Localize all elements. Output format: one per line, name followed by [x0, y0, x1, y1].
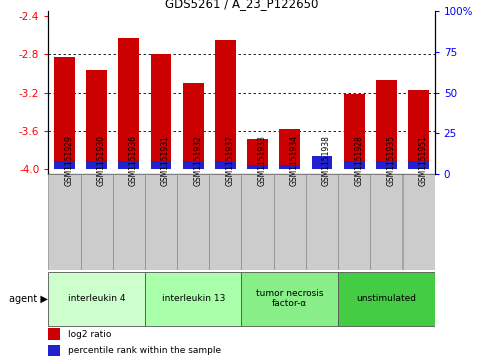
Bar: [338, 174, 370, 270]
Text: percentile rank within the sample: percentile rank within the sample: [68, 346, 221, 355]
Text: GSM1151931: GSM1151931: [161, 135, 170, 186]
Bar: [86, 70, 107, 170]
Bar: [247, 139, 268, 170]
Text: GSM1151936: GSM1151936: [129, 135, 138, 186]
Bar: [215, 161, 236, 170]
Bar: [279, 164, 300, 170]
Bar: [242, 174, 274, 270]
Bar: [177, 174, 209, 270]
Bar: [48, 174, 81, 270]
Bar: [54, 161, 75, 170]
Bar: [242, 272, 338, 326]
Text: GSM1151934: GSM1151934: [290, 135, 299, 186]
Bar: [402, 174, 435, 270]
Bar: [376, 80, 397, 170]
Text: GSM1151930: GSM1151930: [97, 135, 106, 186]
Bar: [54, 57, 75, 170]
Bar: [312, 156, 332, 170]
Bar: [86, 161, 107, 170]
Bar: [151, 161, 171, 170]
Text: GSM1151928: GSM1151928: [354, 135, 363, 186]
Bar: [209, 174, 242, 270]
Bar: [151, 54, 171, 170]
Text: interleukin 13: interleukin 13: [161, 294, 225, 303]
Bar: [215, 40, 236, 170]
Text: GSM1151929: GSM1151929: [64, 135, 73, 186]
Title: GDS5261 / A_23_P122650: GDS5261 / A_23_P122650: [165, 0, 318, 10]
Bar: [145, 174, 177, 270]
Bar: [48, 345, 60, 356]
Bar: [344, 94, 365, 170]
Bar: [118, 38, 139, 170]
Bar: [81, 174, 113, 270]
Text: GSM1151932: GSM1151932: [193, 135, 202, 186]
Bar: [247, 164, 268, 170]
Text: GSM1151935: GSM1151935: [386, 135, 396, 186]
Text: tumor necrosis
factor-α: tumor necrosis factor-α: [256, 289, 324, 308]
Text: GSM1151951: GSM1151951: [419, 135, 427, 186]
Bar: [274, 174, 306, 270]
Bar: [344, 161, 365, 170]
Bar: [48, 272, 145, 326]
Bar: [306, 174, 338, 270]
Bar: [408, 90, 429, 170]
Bar: [48, 328, 60, 340]
Text: log2 ratio: log2 ratio: [68, 330, 112, 339]
Bar: [338, 272, 435, 326]
Text: unstimulated: unstimulated: [356, 294, 416, 303]
Bar: [370, 174, 402, 270]
Text: GSM1151937: GSM1151937: [226, 135, 234, 186]
Bar: [408, 161, 429, 170]
Bar: [118, 161, 139, 170]
Bar: [183, 83, 204, 170]
Bar: [113, 174, 145, 270]
Text: GSM1151933: GSM1151933: [257, 135, 267, 186]
Text: interleukin 4: interleukin 4: [68, 294, 126, 303]
Bar: [376, 161, 397, 170]
Bar: [183, 161, 204, 170]
Text: agent ▶: agent ▶: [10, 294, 48, 303]
Bar: [145, 272, 242, 326]
Bar: [279, 129, 300, 170]
Text: GSM1151938: GSM1151938: [322, 135, 331, 186]
